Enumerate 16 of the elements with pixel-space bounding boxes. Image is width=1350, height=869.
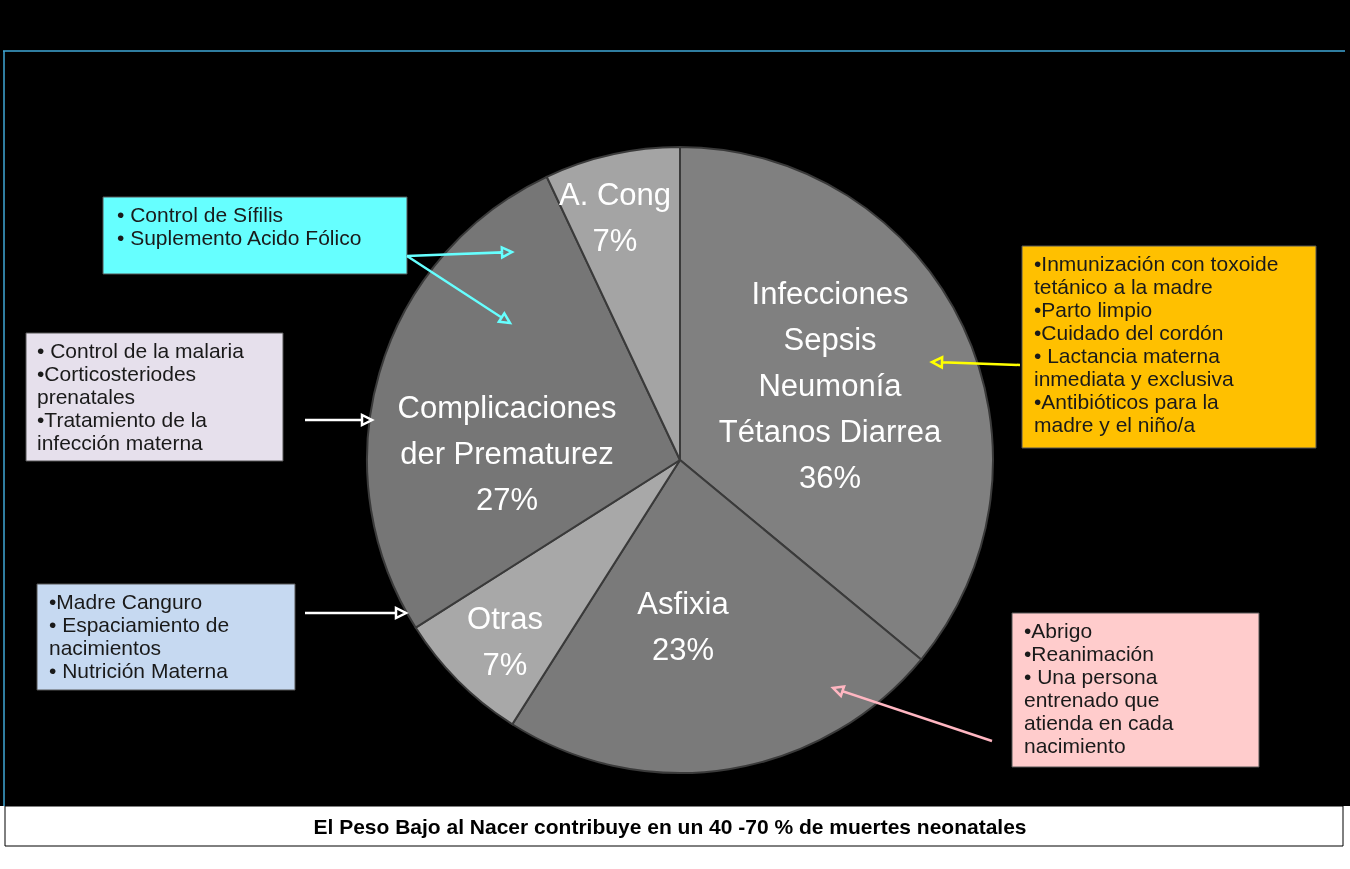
slice-label: Complicaciones der Prematurez [397, 390, 617, 471]
slice-label: Otras [467, 601, 543, 636]
text: • Control de Sífilis • Suplemento Acido Fólico [117, 203, 362, 249]
data-label: 7% [482, 647, 528, 682]
slice-label: Asfixia [637, 586, 730, 621]
slice-label: A. Cong [558, 177, 672, 212]
slice-label: Infecciones Sepsis Neumonía Tétanos Diarrea [718, 276, 942, 449]
text: El Peso Bajo al Nacer contribuye en un 40 -70 % de muertes neonatales [313, 815, 1027, 838]
text: •Inmunización con toxoide tetánico a la madre •Parto limpio •Cuidado del cordón • Lactancia materna inmediata y exclusiva •Antibióticos para la madre y el niño/a [1034, 252, 1279, 436]
text: • Control de la malaria •Corticosteriodes prenatales •Tratamiento de la infección materna [37, 339, 245, 454]
data-label: 23% [651, 632, 715, 667]
text: •Madre Canguro • Espaciamiento de nacimientos • Nutrición Materna [49, 590, 230, 682]
data-label: 7% [592, 223, 638, 258]
data-label: 36% [798, 460, 862, 495]
data-label: 27% [475, 482, 539, 517]
text: •Abrigo •Reanimación • Una persona entrenado que atienda en cada nacimiento [1024, 619, 1174, 757]
